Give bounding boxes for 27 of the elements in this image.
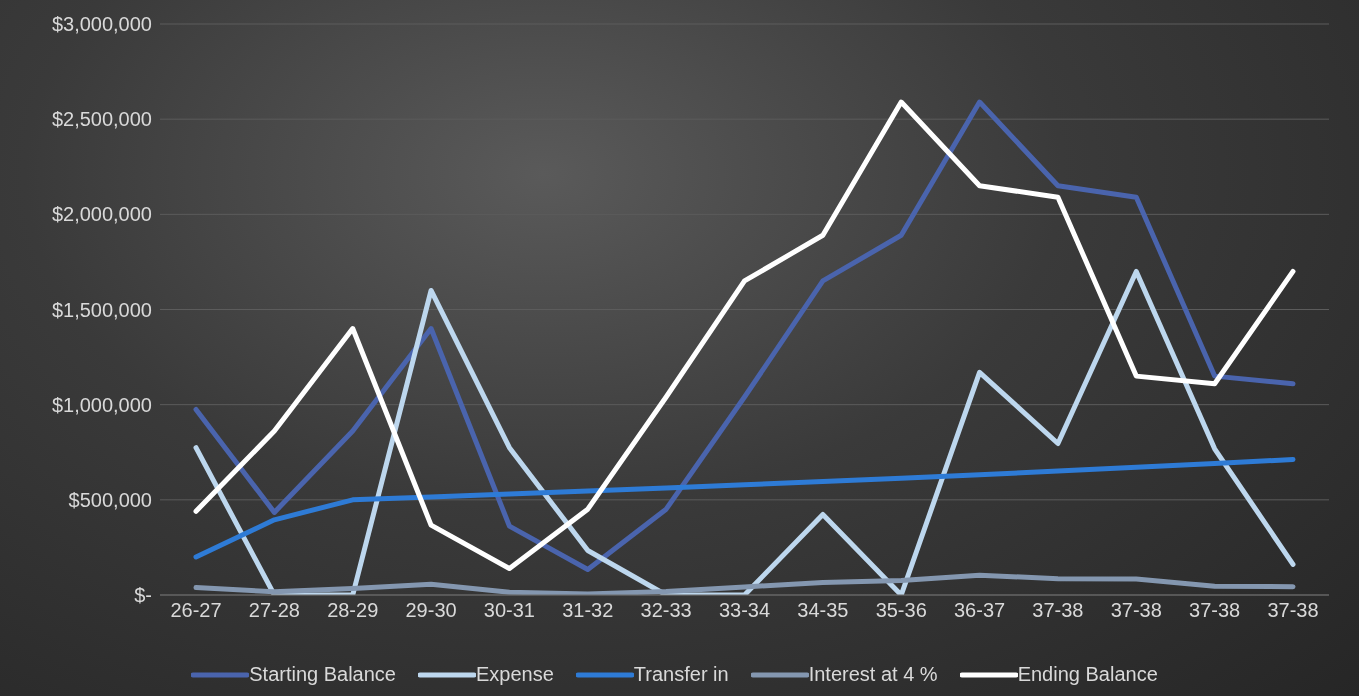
x-tick-label: 29-30 — [405, 599, 457, 622]
x-tick-label: 31-32 — [562, 599, 614, 622]
y-tick-label: $3,000,000 — [51, 13, 152, 36]
x-tick-label: 37-38 — [1032, 599, 1084, 622]
y-tick-label: $1,000,000 — [51, 393, 152, 416]
x-tick-label: 33-34 — [718, 599, 771, 622]
x-tick-label: 37-38 — [1110, 599, 1162, 622]
x-tick-label: 27-28 — [248, 599, 300, 622]
legend-label: Interest at 4 % — [808, 663, 938, 686]
x-tick-label: 34-35 — [797, 599, 849, 622]
legend-label: Transfer in — [633, 663, 729, 686]
y-tick-label: $500,000 — [68, 488, 152, 511]
y-tick-label: $- — [134, 584, 152, 607]
x-tick-label: 32-33 — [640, 599, 692, 622]
x-tick-label: 37-38 — [1267, 599, 1319, 622]
x-tick-label: 28-29 — [327, 599, 379, 622]
y-tick-label: $1,500,000 — [51, 298, 152, 321]
x-tick-label: 35-36 — [875, 599, 927, 622]
y-tick-label: $2,500,000 — [51, 108, 152, 131]
x-tick-label: 30-31 — [483, 599, 536, 622]
x-tick-label: 36-37 — [953, 599, 1006, 622]
y-tick-label: $2,000,000 — [51, 203, 152, 226]
legend-label: Expense — [476, 663, 554, 686]
legend-label: Starting Balance — [249, 663, 396, 686]
legend-label: Ending Balance — [1017, 663, 1158, 686]
x-tick-label: 37-38 — [1189, 599, 1241, 622]
x-tick-label: 26-27 — [170, 599, 222, 622]
